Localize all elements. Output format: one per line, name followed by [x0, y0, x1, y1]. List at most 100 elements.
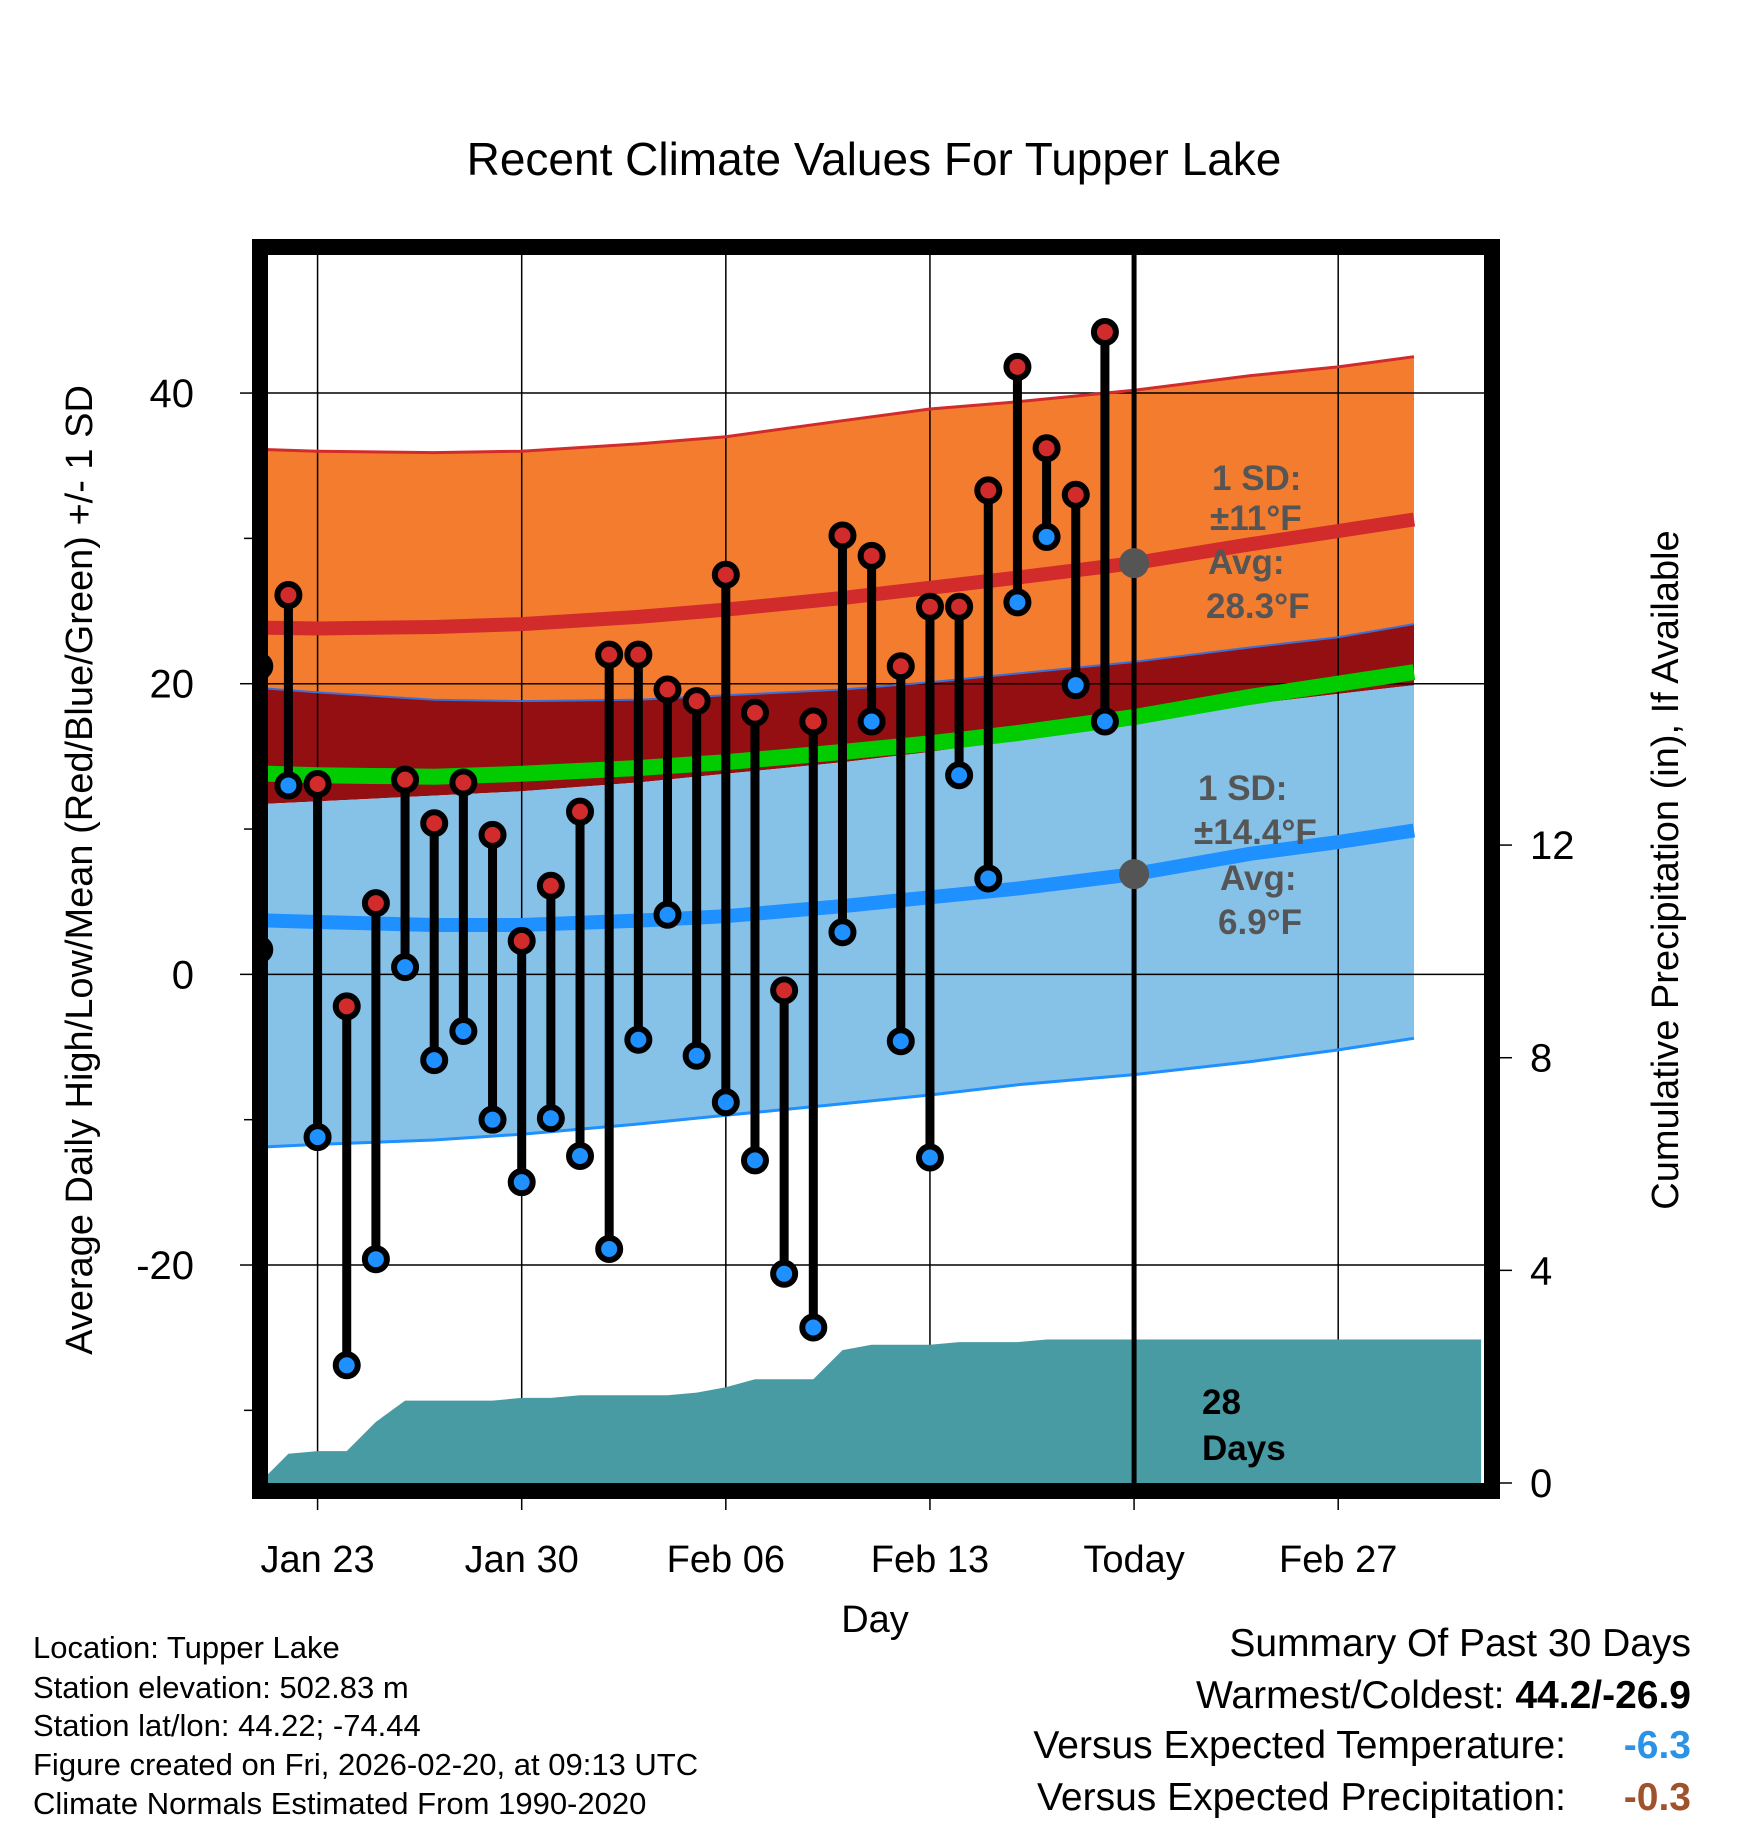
- summary-temp-label: Versus Expected Temperature:: [1033, 1724, 1566, 1767]
- y-axis-label: Average Daily High/Low/Mean (Red/Blue/Gr…: [59, 385, 101, 1355]
- low-avg-marker: [1119, 859, 1150, 890]
- daily-high-point: [449, 768, 478, 797]
- daily-high-point: [1090, 318, 1119, 347]
- daily-high-point: [1003, 352, 1032, 381]
- daily-high-point: [268, 655, 274, 678]
- y-tick-label: 20: [150, 663, 195, 707]
- high-avg-value: 28.3°F: [1206, 587, 1310, 626]
- daily-high-point: [332, 992, 361, 1021]
- daily-high-point: [828, 521, 857, 550]
- low-sd-value: ±14.4°F: [1194, 813, 1317, 852]
- low-avg-annotation: Avg:: [1220, 859, 1296, 898]
- x-tick-label: Jan 30: [465, 1539, 579, 1581]
- low-sd-annotation: 1 SD:: [1198, 769, 1287, 808]
- daily-low-point: [449, 1017, 478, 1046]
- daily-low-point: [268, 938, 274, 961]
- daily-low-point: [857, 707, 886, 736]
- daily-high-point: [566, 797, 595, 826]
- y2-tick-label: 0: [1530, 1462, 1552, 1506]
- days-word: Days: [1202, 1429, 1286, 1468]
- low-avg-value: 6.9°F: [1218, 903, 1302, 942]
- daily-high-point: [478, 820, 507, 849]
- y2-tick-label: 12: [1530, 824, 1575, 868]
- daily-high-point: [799, 707, 828, 736]
- daily-high-point: [420, 809, 449, 838]
- info-created: Figure created on Fri, 2026-02-20, at 09…: [33, 1747, 699, 1782]
- x-axis: Jan 23 Jan 30 Feb 06 Feb 13 Today Feb 27: [261, 1499, 1397, 1581]
- daily-low-point: [361, 1245, 390, 1274]
- summary-precip-label: Versus Expected Precipitation:: [1037, 1776, 1566, 1819]
- daily-low-point: [740, 1146, 769, 1175]
- y-tick-label: 40: [150, 372, 195, 416]
- summary-warmest-label: Warmest/Coldest:: [1196, 1674, 1505, 1717]
- plot-frame: [252, 239, 1500, 1499]
- summary-title: Summary Of Past 30 Days: [1229, 1622, 1691, 1665]
- y2-axis-label: Cumulative Precipitation (in), If Availa…: [1645, 530, 1687, 1209]
- daily-low-point: [974, 864, 1003, 893]
- summary-warmest-value: 44.2/-26.9: [1515, 1674, 1691, 1717]
- daily-high-point: [682, 687, 711, 716]
- daily-high-point: [361, 889, 390, 918]
- daily-high-point: [303, 769, 332, 798]
- x-tick-label: Jan 23: [261, 1539, 375, 1581]
- daily-low-point: [915, 1143, 944, 1172]
- daily-low-point: [566, 1142, 595, 1171]
- daily-high-point: [857, 541, 886, 570]
- daily-bars: [283, 327, 1110, 1370]
- low-sd-lower-line: [268, 1036, 1415, 1149]
- y-axis-left: -20 0 20 40: [136, 372, 252, 1412]
- daily-high-point: [653, 675, 682, 704]
- daily-high-point: [974, 476, 1003, 505]
- daily-low-point: [507, 1168, 536, 1197]
- high-sd-value: ±11°F: [1210, 499, 1302, 538]
- plot-area: [268, 255, 1484, 1483]
- daily-low-point: [391, 953, 420, 982]
- daily-low-point: [624, 1025, 653, 1054]
- daily-low-point: [682, 1041, 711, 1070]
- daily-low-point: [478, 1105, 507, 1134]
- daily-high-point: [391, 765, 420, 794]
- daily-low-point: [536, 1104, 565, 1133]
- chart-title: Recent Climate Values For Tupper Lake: [467, 133, 1282, 185]
- info-location: Location: Tupper Lake: [33, 1630, 340, 1665]
- x-tick-label: Feb 06: [667, 1539, 785, 1581]
- high-avg-marker: [1119, 548, 1150, 579]
- daily-high-point: [770, 976, 799, 1005]
- daily-low-point: [1090, 707, 1119, 736]
- daily-low-point: [828, 918, 857, 947]
- daily-high-point: [507, 926, 536, 955]
- summary-precip-value: -0.3: [1623, 1776, 1691, 1819]
- daily-high-point: [1061, 480, 1090, 509]
- x-tick-label: Today: [1083, 1539, 1184, 1581]
- daily-high-point: [536, 871, 565, 900]
- daily-low-point: [303, 1123, 332, 1152]
- info-elevation: Station elevation: 502.83 m: [33, 1670, 409, 1705]
- summary-warmest: Warmest/Coldest: 44.2/-26.9: [1196, 1676, 1691, 1715]
- daily-high-point: [624, 640, 653, 669]
- daily-low-point: [274, 771, 303, 800]
- daily-high-point: [274, 581, 303, 610]
- daily-low-point: [886, 1027, 915, 1056]
- daily-low-point: [770, 1259, 799, 1288]
- daily-low-point: [420, 1046, 449, 1075]
- daily-low-point: [653, 900, 682, 929]
- x-axis-label: Day: [841, 1599, 909, 1641]
- y-axis-right: 0 4 8 12: [1500, 824, 1575, 1506]
- daily-high-point: [711, 560, 740, 589]
- y-tick-label: -20: [136, 1244, 194, 1288]
- daily-high-point: [1032, 434, 1061, 463]
- info-latlon: Station lat/lon: 44.22; -74.44: [33, 1708, 421, 1743]
- x-tick-label: Feb 13: [871, 1539, 989, 1581]
- y-tick-label: 0: [172, 953, 194, 997]
- daily-high-point: [886, 652, 915, 681]
- summary-temp-value: -6.3: [1623, 1724, 1691, 1767]
- annotations: 1 SD: ±11°F Avg: 28.3°F 1 SD: ±14.4°F Av…: [1194, 459, 1317, 1468]
- daily-low-point: [711, 1088, 740, 1117]
- y2-tick-label: 8: [1530, 1037, 1552, 1081]
- days-count: 28: [1202, 1383, 1241, 1422]
- high-sd-upper-line: [268, 355, 1415, 455]
- info-normals: Climate Normals Estimated From 1990-2020: [33, 1786, 647, 1821]
- daily-low-point: [332, 1351, 361, 1380]
- high-sd-annotation: 1 SD:: [1212, 459, 1301, 498]
